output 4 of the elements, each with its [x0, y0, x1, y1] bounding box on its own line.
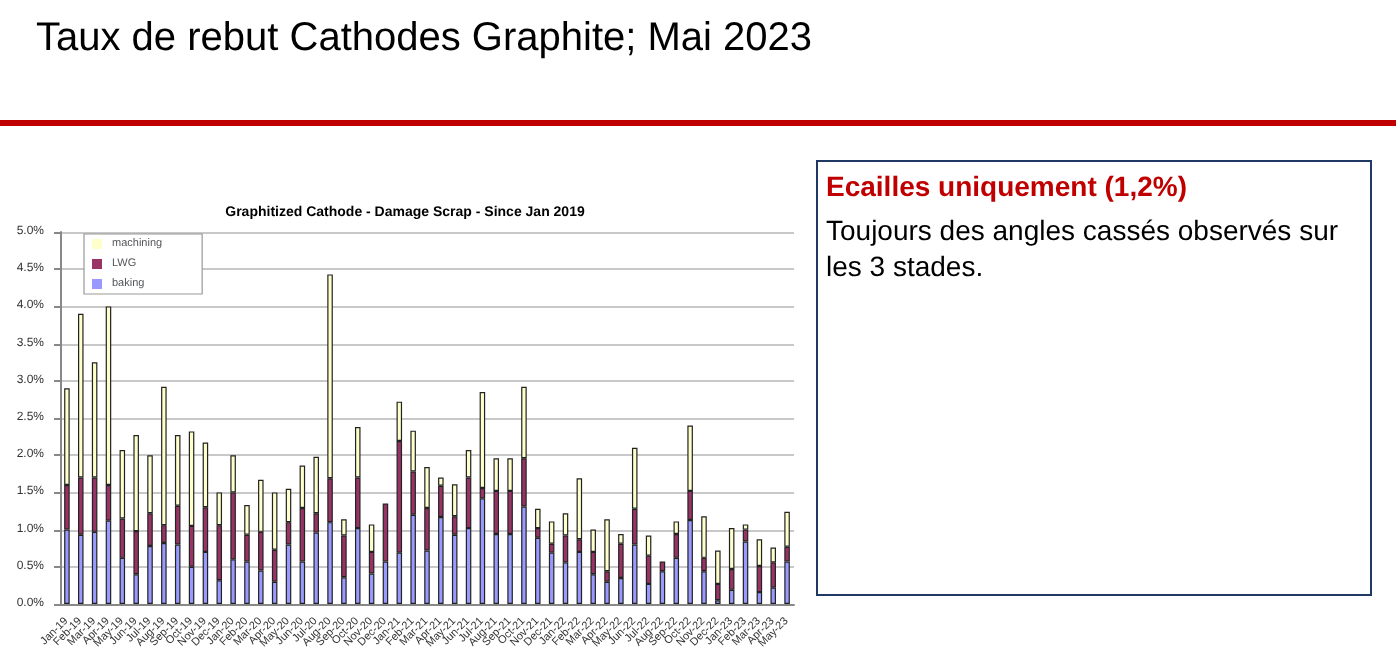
- text: Toujours des angles cassés observés sur les 3 stades.: [826, 214, 1341, 284]
- text: Ecailles uniquement (1,2%): [826, 170, 1189, 202]
- bar: [548, 552, 555, 604]
- chart-title: Taux de rebut Cathodes Graphite; Mai 2023: [36, 16, 813, 62]
